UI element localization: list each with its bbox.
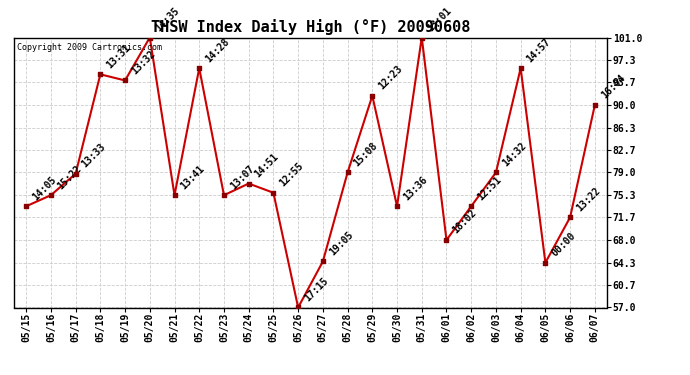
Text: 13:22: 13:22 — [574, 185, 602, 213]
Text: 18:02: 18:02 — [451, 208, 478, 236]
Point — [391, 203, 402, 209]
Text: 16:04: 16:04 — [599, 73, 627, 101]
Text: 14:57: 14:57 — [525, 36, 553, 64]
Point — [416, 34, 427, 40]
Text: 14:32: 14:32 — [500, 141, 528, 168]
Text: 12:55: 12:55 — [277, 161, 306, 189]
Text: 13:07: 13:07 — [228, 163, 256, 191]
Point — [70, 171, 81, 177]
Point — [95, 71, 106, 77]
Text: 14:28: 14:28 — [204, 36, 231, 64]
Point — [268, 190, 279, 196]
Text: 14:05: 14:05 — [30, 174, 58, 202]
Text: 13:31: 13:31 — [104, 42, 132, 70]
Point — [466, 203, 477, 209]
Point — [169, 192, 180, 198]
Point — [441, 237, 452, 243]
Text: 13:36: 13:36 — [401, 174, 429, 202]
Text: 13:01: 13:01 — [426, 6, 454, 33]
Point — [317, 258, 328, 264]
Point — [21, 203, 32, 209]
Point — [194, 65, 205, 71]
Text: 12:51: 12:51 — [475, 174, 503, 202]
Point — [342, 170, 353, 176]
Text: Copyright 2009 Cartronics.com: Copyright 2009 Cartronics.com — [17, 43, 161, 52]
Text: 12:23: 12:23 — [377, 64, 404, 92]
Point — [219, 192, 230, 198]
Point — [491, 170, 502, 176]
Point — [46, 192, 57, 198]
Point — [367, 93, 378, 99]
Text: 14:35: 14:35 — [154, 6, 181, 33]
Text: 17:15: 17:15 — [302, 276, 330, 303]
Point — [293, 304, 304, 310]
Text: 13:41: 13:41 — [179, 163, 206, 191]
Point — [515, 65, 526, 71]
Point — [144, 34, 155, 40]
Point — [589, 102, 600, 108]
Point — [564, 214, 575, 220]
Point — [119, 78, 130, 84]
Text: 00:00: 00:00 — [549, 231, 578, 258]
Title: THSW Index Daily High (°F) 20090608: THSW Index Daily High (°F) 20090608 — [151, 19, 470, 35]
Point — [243, 180, 254, 186]
Text: 15:22: 15:22 — [55, 163, 83, 191]
Text: 15:08: 15:08 — [352, 141, 380, 168]
Text: 19:05: 19:05 — [327, 230, 355, 257]
Text: 13:32: 13:32 — [129, 48, 157, 76]
Text: 14:51: 14:51 — [253, 152, 281, 179]
Point — [540, 260, 551, 266]
Text: 13:33: 13:33 — [80, 142, 108, 170]
